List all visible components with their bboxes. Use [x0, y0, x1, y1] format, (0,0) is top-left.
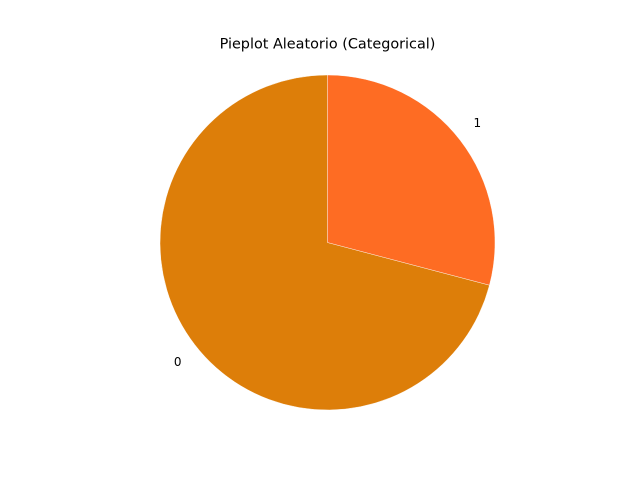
pie-slices [159, 74, 496, 411]
chart-title: Pieplot Aleatorio (Categorical) [220, 37, 436, 53]
pie-slice-1 [327, 74, 496, 286]
pie-slice-0 [159, 74, 490, 411]
pie-label-1: 1 [473, 116, 481, 130]
pie-label-0: 0 [174, 355, 182, 369]
pie-labels: 01 [174, 116, 481, 369]
